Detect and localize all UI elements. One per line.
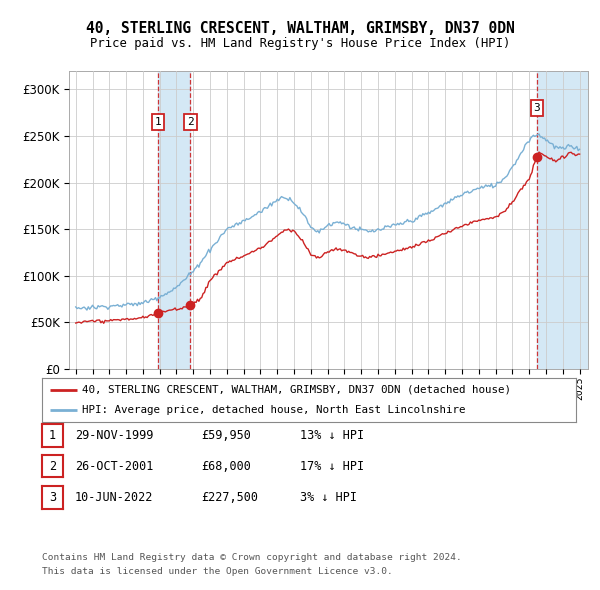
Text: Contains HM Land Registry data © Crown copyright and database right 2024.: Contains HM Land Registry data © Crown c… — [42, 553, 462, 562]
Text: 29-NOV-1999: 29-NOV-1999 — [75, 429, 154, 442]
Text: 1: 1 — [49, 429, 56, 442]
Text: 13% ↓ HPI: 13% ↓ HPI — [300, 429, 364, 442]
Text: 10-JUN-2022: 10-JUN-2022 — [75, 491, 154, 504]
Text: 40, STERLING CRESCENT, WALTHAM, GRIMSBY, DN37 0DN: 40, STERLING CRESCENT, WALTHAM, GRIMSBY,… — [86, 21, 514, 35]
Bar — [158, 71, 190, 369]
Text: 3: 3 — [533, 103, 540, 113]
Text: 1: 1 — [155, 117, 161, 127]
Text: 17% ↓ HPI: 17% ↓ HPI — [300, 460, 364, 473]
Text: £59,950: £59,950 — [201, 429, 251, 442]
Bar — [537, 71, 588, 369]
Text: 26-OCT-2001: 26-OCT-2001 — [75, 460, 154, 473]
Text: 40, STERLING CRESCENT, WALTHAM, GRIMSBY, DN37 0DN (detached house): 40, STERLING CRESCENT, WALTHAM, GRIMSBY,… — [82, 385, 511, 395]
Text: 3% ↓ HPI: 3% ↓ HPI — [300, 491, 357, 504]
Text: £68,000: £68,000 — [201, 460, 251, 473]
Text: This data is licensed under the Open Government Licence v3.0.: This data is licensed under the Open Gov… — [42, 568, 393, 576]
Text: 2: 2 — [187, 117, 194, 127]
Text: 3: 3 — [49, 491, 56, 504]
Text: 2: 2 — [49, 460, 56, 473]
Text: HPI: Average price, detached house, North East Lincolnshire: HPI: Average price, detached house, Nort… — [82, 405, 466, 415]
Text: £227,500: £227,500 — [201, 491, 258, 504]
Text: Price paid vs. HM Land Registry's House Price Index (HPI): Price paid vs. HM Land Registry's House … — [90, 37, 510, 50]
